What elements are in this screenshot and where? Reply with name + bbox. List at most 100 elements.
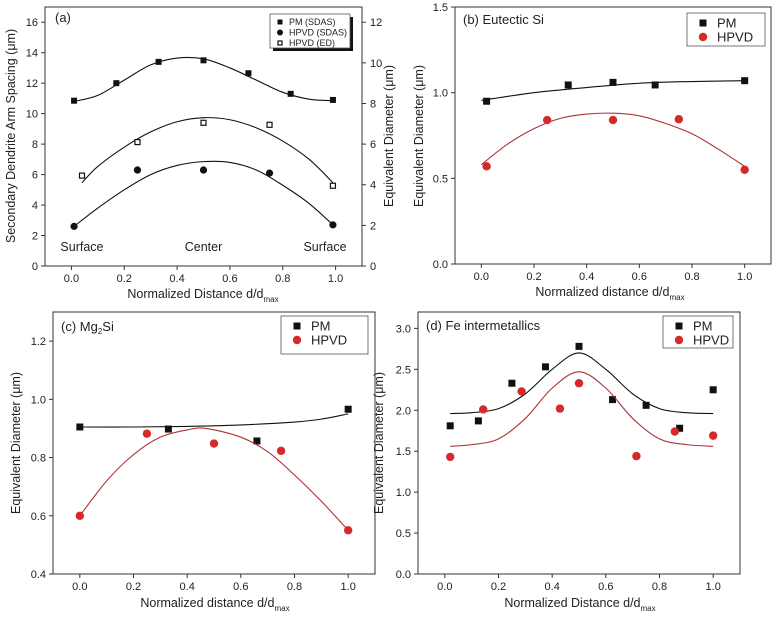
legend-marker (293, 322, 301, 330)
data-point (670, 427, 679, 436)
data-point (113, 80, 120, 87)
y-tick-label: 0.4 (31, 569, 46, 581)
legend-marker (292, 335, 302, 345)
data-point (642, 401, 650, 409)
legend-marker (277, 40, 283, 46)
panel-title-main: (b) Eutectic Si (463, 12, 544, 27)
data-point (483, 97, 491, 105)
x-tick-label: 0.2 (117, 273, 132, 285)
panel-a: 0.0 0.2 0.4 0.6 0.8 1.0 0 2 4 6 8 10 12 14 16 0 2 4 6 8 10 12… (4, 6, 396, 304)
data-point (75, 511, 85, 520)
panel-title-main: (a) (55, 10, 71, 25)
data-point (76, 423, 84, 431)
data-point (134, 138, 141, 146)
series-hpvd (75, 427, 353, 535)
panel-b: 0.0 0.2 0.4 0.6 0.8 1.0 0.0 0.5 1.0 1.5 Equivalent… (412, 2, 772, 302)
x-tick-label: 0.0 (437, 581, 452, 593)
series-pm (446, 342, 717, 432)
x-tick-label: 0.4 (545, 581, 560, 593)
panel-title-main: (d) Fe intermetallics (426, 318, 541, 333)
series-pm-sdas- (71, 56, 336, 104)
data-point (564, 81, 572, 89)
y-tick-label: 6 (32, 170, 38, 182)
data-point (155, 58, 162, 65)
y-tick-label: 0.8 (31, 453, 46, 465)
y-tick-label: 0.0 (433, 259, 448, 271)
data-point (555, 404, 565, 413)
x-tick-label: 0.4 (169, 273, 184, 285)
y-tick-label: 2.5 (396, 364, 411, 376)
data-point (253, 437, 261, 445)
x-tick-label: 1.0 (328, 273, 343, 285)
y-tick-label: 3.0 (396, 323, 411, 335)
data-point (482, 162, 491, 171)
legend-marker (675, 322, 683, 330)
x-axis-label-subscript: max (641, 604, 656, 613)
fit-curve (450, 352, 714, 415)
fit-curve (450, 371, 714, 447)
data-point (265, 169, 274, 177)
y-tick-label: 1.0 (433, 88, 448, 100)
y-tick-label: 0.5 (433, 173, 448, 185)
data-point (632, 451, 641, 461)
panel-title: (c) Mg2Si (61, 319, 114, 336)
data-point (344, 405, 352, 413)
x-axis-label-main: Normalized Distance d/d (504, 596, 640, 610)
data-point (287, 90, 294, 97)
data-point (508, 379, 516, 387)
data-point (446, 452, 455, 462)
x-axis-label-main: Normalized distance d/d (140, 596, 274, 610)
data-point (70, 222, 78, 230)
data-point (741, 77, 749, 85)
x-tick-label: 0.6 (233, 581, 248, 593)
x-tick-label: 0.4 (579, 271, 594, 283)
y-tick-label: 1.2 (31, 336, 46, 348)
y-tick-label: 0 (32, 261, 38, 273)
series-hpvd (480, 112, 749, 174)
data-point (575, 342, 583, 350)
data-point (676, 424, 684, 432)
x-axis-label-subscript: max (669, 293, 684, 302)
x-tick-label: 0.0 (64, 273, 79, 285)
x-axis-label: Normalized distance d/dmax (535, 285, 684, 302)
x-axis-label: Normalized Distance d/dmax (504, 596, 655, 613)
legend-label: PM (693, 319, 713, 334)
x-tick-label: 0.2 (526, 271, 541, 283)
x-tick-label: 0.6 (598, 581, 613, 593)
data-point (276, 446, 286, 456)
x-axis-label: Normalized Distance d/dmax (127, 287, 278, 304)
y2-tick-label: 10 (370, 58, 382, 70)
plot-frame (52, 311, 376, 575)
x-axis-label-subscript: max (264, 295, 279, 304)
x-tick-label: 0.0 (72, 581, 87, 593)
legend-label: HPVD (ED) (289, 38, 335, 48)
x-axis-label-subscript: max (274, 604, 289, 613)
data-point (209, 439, 219, 448)
legend-marker (277, 29, 283, 36)
x-tick-label: 0.8 (652, 581, 667, 593)
fit-curve (81, 117, 334, 184)
fit-curve (480, 112, 745, 167)
data-point (474, 417, 482, 425)
data-point (343, 526, 353, 535)
y-axis-label: Secondary Dendrite Arm Spacing (μm) (4, 29, 18, 243)
y-tick-label: 12 (26, 78, 38, 90)
legend-marker (277, 19, 283, 25)
data-point (609, 78, 617, 86)
panel-title-tail: Si (102, 319, 114, 334)
data-point (651, 81, 659, 89)
series-pm (76, 405, 352, 445)
panel-title: (b) Eutectic Si (463, 12, 544, 27)
fit-curve (79, 427, 349, 531)
y-tick-label: 1.5 (396, 446, 411, 458)
y-axis-label: Equivalent Diameter (μm) (412, 65, 426, 207)
y-tick-label: 1.0 (31, 394, 46, 406)
x-tick-label: 0.2 (491, 581, 506, 593)
panel-title: (a) (55, 10, 71, 25)
x-tick-label: 1.0 (341, 581, 356, 593)
legend-label: HPVD (693, 333, 729, 348)
x-tick-label: 1.0 (737, 271, 752, 283)
data-point (133, 166, 142, 174)
